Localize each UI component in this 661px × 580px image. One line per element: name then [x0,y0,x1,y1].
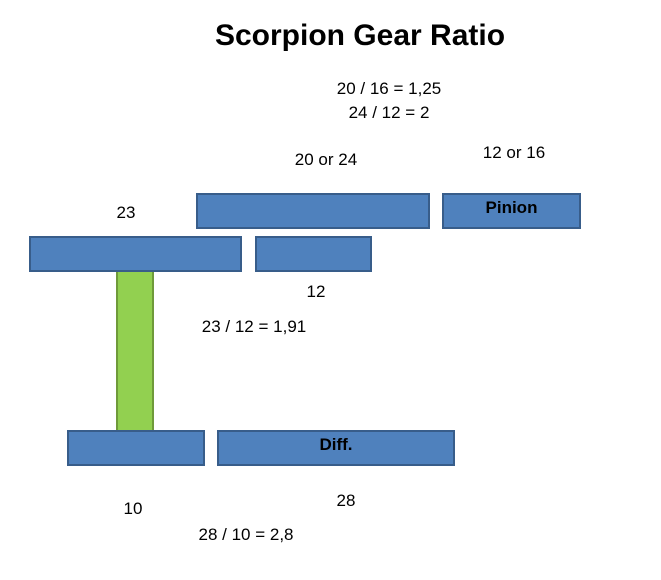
gear-label: 23 [116,203,136,222]
formula: 24 / 12 = 2 [348,103,430,122]
block-label: Diff. [319,435,353,454]
gear: Diff. [217,430,455,466]
gear-label: 12 or 16 [482,143,546,162]
title: Scorpion Gear Ratio [214,19,506,52]
gear [67,430,205,466]
gear-label: 12 [306,282,326,301]
gear: Pinion [442,193,581,229]
gear [29,236,242,272]
formula: 20 / 16 = 1,25 [336,79,442,98]
gear [196,193,430,229]
gear-label: 10 [123,499,143,518]
formula: 23 / 12 = 1,91 [201,317,307,336]
block-label: Pinion [485,198,538,217]
shaft [116,268,154,432]
gear [255,236,372,272]
gear-label: 20 or 24 [294,150,358,169]
formula: 28 / 10 = 2,8 [198,525,294,544]
gear-label: 28 [336,491,356,510]
